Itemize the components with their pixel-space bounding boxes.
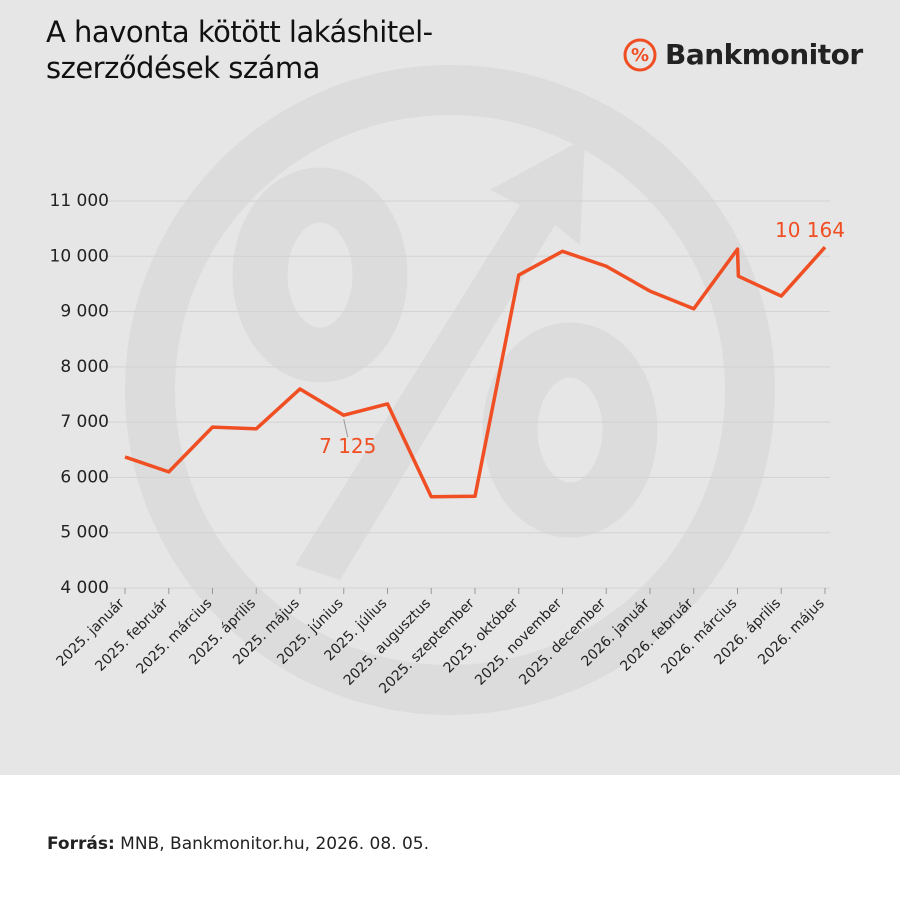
- source-text: MNB, Bankmonitor.hu, 2026. 08. 05.: [120, 834, 429, 854]
- y-tick-label: 10 000: [50, 246, 109, 266]
- y-tick-label: 8 000: [60, 357, 109, 377]
- chart-title: A havonta kötött lakáshitel- szerződések…: [46, 15, 433, 85]
- leader-line: [343, 419, 349, 438]
- watermark: [125, 65, 775, 715]
- y-tick-label: 9 000: [60, 302, 109, 322]
- svg-text:%: %: [631, 45, 649, 66]
- logo-icon: %: [623, 38, 657, 72]
- value-label: 10 164: [775, 218, 845, 242]
- y-tick-label: 5 000: [60, 523, 109, 543]
- y-tick-label: 6 000: [60, 467, 109, 487]
- y-tick-label: 7 000: [60, 412, 109, 432]
- data-line: [124, 246, 827, 499]
- source: Forrás: MNB, Bankmonitor.hu, 2026. 08. 0…: [47, 834, 429, 854]
- y-tick-label: 11 000: [50, 191, 109, 211]
- y-tick-label: 4 000: [60, 578, 109, 598]
- value-label: 7 125: [319, 434, 376, 458]
- brand: Bankmonitor: [665, 38, 863, 71]
- source-label: Forrás:: [47, 834, 115, 854]
